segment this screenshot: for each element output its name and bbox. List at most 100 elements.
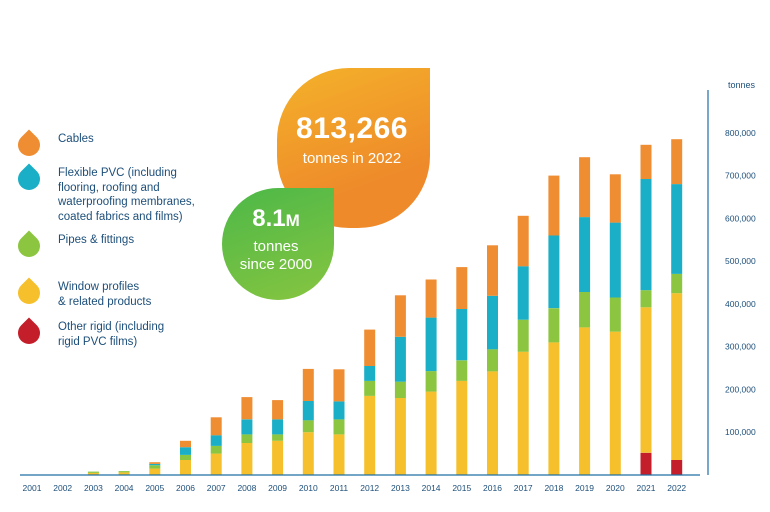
bar-2003-series-2: [87, 471, 99, 473]
bar-2019-series-3: [579, 217, 591, 292]
bar-2013-series-1: [394, 398, 406, 475]
x-tick-label: 2007: [207, 483, 226, 493]
bar-2009-series-4: [272, 400, 284, 420]
bar-2011-series-3: [333, 401, 345, 420]
bar-2005-series-2: [149, 465, 161, 469]
bar-2010-series-2: [302, 420, 314, 433]
legend-label: Window profiles & related products: [58, 281, 152, 308]
y-tick-label: 400,000: [725, 299, 756, 309]
bar-2017-series-2: [517, 319, 529, 352]
legend-label: Cables: [58, 133, 94, 145]
bar-2006-series-4: [180, 440, 191, 448]
y-tick-label: 300,000: [725, 342, 756, 352]
y-tick-label: 800,000: [725, 128, 756, 138]
bar-2018-series-2: [548, 308, 560, 343]
x-tick-label: 2003: [84, 483, 103, 493]
x-tick-label: 2011: [330, 483, 349, 493]
bar-2021-series-4: [640, 144, 652, 179]
bar-2014-series-4: [425, 279, 437, 318]
legend-label: Flexible PVC (including flooring, roofin…: [58, 167, 195, 223]
bar-2019-series-4: [579, 157, 591, 218]
bar-2015-series-2: [456, 360, 468, 381]
bar-2016-series-1: [487, 371, 498, 475]
bar-2010-series-1: [302, 432, 314, 475]
bar-2016-series-3: [487, 295, 498, 350]
bar-2006-series-2: [180, 454, 191, 460]
bar-2008-series-2: [241, 434, 253, 443]
legend-label: Other rigid (including rigid PVC films): [58, 321, 165, 348]
bar-2021-series-3: [640, 179, 652, 291]
bar-2011-series-2: [333, 419, 345, 435]
bar-2014-series-1: [425, 391, 437, 475]
x-tick-label: 2014: [422, 483, 441, 493]
bar-2021-series-0: [640, 452, 652, 475]
x-tick-labels: 2001 2002 2003 2004 2005 2006 2007 2008 2009 2010…: [23, 483, 687, 493]
bar-2007-series-3: [210, 435, 222, 446]
x-tick-label: 2018: [544, 483, 563, 493]
bar-2008-series-4: [241, 397, 253, 420]
bar-2009-series-3: [272, 419, 284, 435]
bar-2004-series-1: [118, 472, 130, 475]
legend-label: Pipes & fittings: [58, 234, 135, 246]
bar-2011-series-1: [333, 434, 345, 475]
bar-2020-series-1: [609, 331, 621, 475]
cumulative-value: 8.1: [252, 205, 286, 232]
bar-2005-series-1: [149, 468, 161, 475]
bar-2004-series-2: [118, 471, 130, 473]
bar-2015-series-3: [456, 309, 468, 361]
bar-2008-series-3: [241, 419, 253, 435]
bar-2016-series-2: [487, 349, 498, 372]
bar-2019-series-2: [579, 291, 591, 328]
x-tick-label: 2004: [115, 483, 134, 493]
bar-2013-series-3: [394, 336, 406, 382]
cumulative-highlight-value: 8.1M: [226, 205, 326, 233]
cumulative-highlight-line1: tonnes: [253, 238, 299, 255]
bar-2003-series-1: [87, 472, 99, 475]
bar-2020-series-3: [609, 222, 621, 298]
bar-2014-series-3: [425, 317, 437, 372]
y-tick-label: 100,000: [725, 427, 756, 437]
y-tick-label: 600,000: [725, 213, 756, 223]
bar-2018-series-4: [548, 175, 560, 236]
bar-2007-series-2: [210, 445, 222, 454]
bar-2022-series-0: [671, 460, 683, 475]
bar-2005-series-4: [149, 462, 161, 464]
x-tick-label: 2010: [299, 483, 318, 493]
bar-2022-series-4: [671, 139, 683, 185]
x-tick-label: 2017: [514, 483, 533, 493]
bar-2018-series-3: [548, 235, 560, 309]
x-tick-label: 2012: [360, 483, 379, 493]
bar-2013-series-4: [394, 295, 406, 337]
bar-2012-series-2: [364, 380, 376, 396]
x-tick-label: 2005: [145, 483, 164, 493]
bar-2019-series-1: [579, 327, 591, 475]
bar-2008-series-1: [241, 442, 253, 475]
bar-2012-series-4: [364, 329, 376, 366]
bar-2012-series-1: [364, 395, 376, 475]
bar-2006-series-1: [180, 460, 191, 475]
bar-2009-series-2: [272, 434, 284, 441]
total-highlight-value: 813,266: [296, 112, 408, 145]
bar-2017-series-1: [517, 351, 529, 475]
x-tick-label: 2020: [606, 483, 625, 493]
bar-2005-series-3: [149, 463, 161, 466]
bar-2011-series-4: [333, 369, 345, 402]
bar-2017-series-4: [517, 215, 529, 267]
cumulative-unit: M: [285, 211, 300, 230]
bar-2016-series-4: [487, 245, 498, 296]
bar-2010-series-4: [302, 368, 314, 401]
x-tick-label: 2008: [237, 483, 256, 493]
total-highlight-label: tonnes in 2022: [302, 150, 402, 167]
x-tick-label: 2015: [452, 483, 471, 493]
bar-2012-series-3: [364, 365, 376, 381]
bar-2021-series-1: [640, 307, 652, 453]
bar-2022-series-2: [671, 273, 683, 294]
bar-2018-series-1: [548, 342, 560, 475]
bar-2017-series-3: [517, 266, 529, 320]
bar-2010-series-3: [302, 401, 314, 421]
x-tick-label: 2013: [391, 483, 410, 493]
bar-2014-series-2: [425, 371, 437, 392]
y-tick-label: 200,000: [725, 384, 756, 394]
x-tick-label: 2006: [176, 483, 195, 493]
